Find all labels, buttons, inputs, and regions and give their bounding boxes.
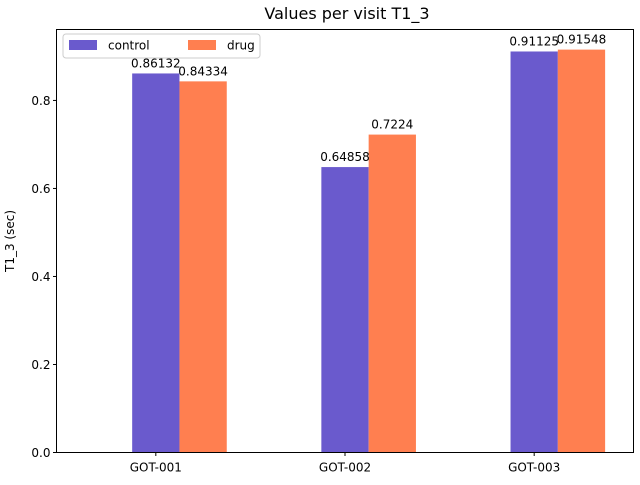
x-tick-label: GOT-001: [130, 461, 182, 475]
y-axis-label: T1_3 (sec): [3, 210, 17, 273]
data-label-control-got-003: 0.91125: [509, 34, 559, 48]
y-tick-label: 0.2: [31, 358, 50, 372]
legend-label-drug: drug: [227, 39, 255, 53]
legend-swatch-control: [69, 40, 97, 50]
y-tick-label: 0.4: [31, 270, 50, 284]
y-tick-label: 0.6: [31, 182, 50, 196]
bars-group: [132, 49, 606, 453]
data-label-drug-got-002: 0.7224: [371, 118, 413, 132]
bar-drug-got-002: [368, 134, 416, 453]
data-label-control-got-002: 0.64858: [320, 150, 370, 164]
plot-frame: [56, 29, 634, 453]
legend-swatch-drug: [188, 40, 216, 50]
chart-title: Values per visit T1_3: [264, 4, 429, 24]
y-axis-ticks: 0.0 0.2 0.4 0.6 0.8: [31, 94, 57, 460]
bar-control-got-002: [321, 167, 369, 453]
data-labels-group: 0.86132 0.64858 0.91125 0.84334 0.7224 0.9154…: [131, 33, 606, 164]
x-tick-label: GOT-003: [508, 461, 560, 475]
bar-control-got-003: [510, 51, 558, 453]
x-tick-label: GOT-002: [319, 461, 371, 475]
bar-drug-got-003: [557, 49, 606, 453]
data-label-control-got-001: 0.86132: [131, 56, 181, 70]
y-tick-label: 0.0: [31, 446, 50, 460]
data-label-drug-got-003: 0.91548: [557, 33, 607, 47]
legend-label-control: control: [108, 39, 150, 53]
y-tick-label: 0.8: [31, 94, 50, 108]
bar-control-got-001: [132, 73, 180, 453]
data-label-drug-got-001: 0.84334: [178, 64, 228, 78]
bar-drug-got-001: [179, 81, 227, 453]
legend: control drug: [62, 33, 261, 59]
x-axis-ticks: GOT-001 GOT-002 GOT-003: [130, 452, 560, 475]
